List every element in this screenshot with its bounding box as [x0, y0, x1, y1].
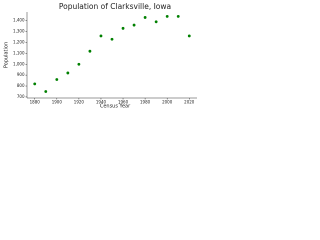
data-point [121, 26, 125, 30]
y-tick-label: 800 [17, 83, 25, 88]
y-tick-label: 1,400 [13, 18, 25, 23]
data-point [132, 23, 136, 27]
data-point [99, 34, 103, 38]
data-point [44, 90, 48, 93]
y-axis-label: Population [4, 42, 10, 68]
data-point [176, 14, 180, 18]
x-tick-label: 1980 [140, 100, 151, 105]
y-tick-label: 1,200 [13, 39, 25, 44]
x-tick-label: 1880 [30, 100, 41, 105]
data-point [154, 20, 158, 24]
y-tick-label: 1,000 [13, 61, 25, 66]
y-tick-label: 1,100 [13, 50, 25, 55]
x-tick-label: 2000 [162, 100, 173, 105]
data-point [143, 16, 147, 19]
data-point [165, 14, 169, 18]
y-tick-label: 900 [17, 72, 25, 77]
data-point [187, 34, 191, 38]
x-tick-label: 1960 [118, 100, 129, 105]
x-tick-label: 1940 [96, 100, 107, 105]
data-point [55, 78, 59, 81]
data-point [33, 82, 37, 86]
chart: Population of Clarksville, Iowa Census Y… [4, 2, 197, 110]
data-point [66, 71, 70, 75]
x-tick-label: 2020 [184, 100, 195, 105]
chart-title: Population of Clarksville, Iowa [59, 2, 171, 11]
x-tick-label: 1920 [74, 100, 85, 105]
data-point [77, 62, 81, 66]
x-axis-label: Census Year [100, 104, 131, 110]
y-tick-label: 700 [17, 94, 25, 99]
x-tick-label: 1900 [52, 100, 63, 105]
data-point [110, 37, 114, 41]
y-tick-label: 1,300 [13, 29, 25, 34]
data-point [88, 49, 92, 53]
